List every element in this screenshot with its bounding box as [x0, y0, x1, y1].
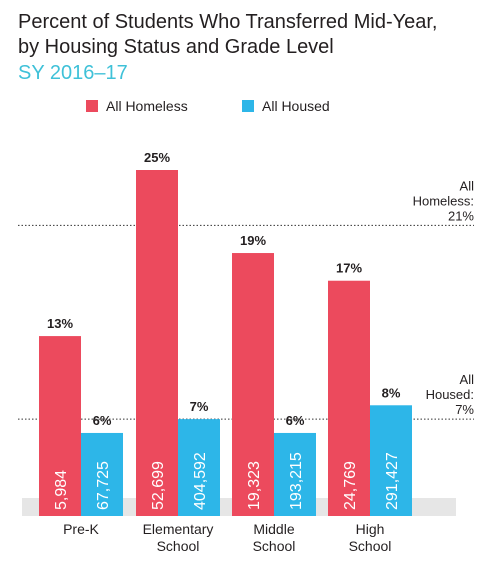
- value-label-0-2: 19%: [240, 233, 266, 248]
- bar-1-0: [81, 432, 123, 516]
- reference-label-0-line-2: 21%: [448, 208, 474, 223]
- count-label-1-2: 193,215: [288, 452, 305, 510]
- bar-0-0: [39, 336, 81, 516]
- chart-title-line-1: Percent of Students Who Transferred Mid-…: [18, 11, 438, 33]
- value-label-1-2: 6%: [286, 413, 305, 428]
- value-label-0-1: 25%: [144, 150, 170, 165]
- count-label-0-3: 24,769: [342, 461, 359, 510]
- count-label-0-2: 19,323: [246, 461, 263, 510]
- count-label-1-1: 404,592: [192, 452, 209, 510]
- chart-subtitle: SY 2016–17: [18, 62, 128, 84]
- category-label-3-line-1: School: [349, 538, 392, 554]
- category-label-2-line-1: School: [253, 538, 296, 554]
- category-label-0-line-0: Pre-K: [63, 521, 99, 537]
- reference-label-1-line-1: Housed:: [426, 387, 474, 402]
- bar-0-1: [136, 170, 178, 516]
- value-label-1-1: 7%: [190, 399, 209, 414]
- reference-label-1-line-0: All: [460, 372, 475, 387]
- category-label-1-line-0: Elementary: [143, 521, 214, 537]
- legend-item-housed: All Housed: [242, 98, 330, 114]
- legend-swatch-housed: [242, 100, 254, 112]
- reference-label-1-line-2: 7%: [455, 402, 474, 417]
- bar-1-2: [274, 432, 316, 516]
- value-label-1-3: 8%: [382, 385, 401, 400]
- legend-label-housed: All Housed: [262, 98, 330, 114]
- bar-0-2: [232, 253, 274, 517]
- bar-1-3: [370, 405, 412, 516]
- bar-1-1: [178, 419, 220, 516]
- legend-item-homeless: All Homeless: [86, 98, 188, 114]
- chart-legend: All Homeless All Housed: [0, 98, 490, 118]
- category-label-2-line-0: Middle: [253, 521, 294, 537]
- count-label-0-0: 5,984: [53, 470, 70, 510]
- count-label-0-1: 52,699: [150, 461, 167, 510]
- legend-swatch-homeless: [86, 100, 98, 112]
- chart-title: Percent of Students Who Transferred Mid-…: [18, 10, 437, 60]
- category-label-3-line-0: High: [356, 521, 385, 537]
- count-label-1-0: 67,725: [95, 461, 112, 510]
- chart-title-line-2: by Housing Status and Grade Level: [18, 36, 334, 58]
- legend-label-homeless: All Homeless: [106, 98, 188, 114]
- reference-label-0-line-1: Homeless:: [413, 193, 474, 208]
- reference-label-0-line-0: All: [460, 178, 475, 193]
- value-label-0-0: 13%: [47, 316, 73, 331]
- value-label-1-0: 6%: [93, 413, 112, 428]
- bar-0-3: [328, 280, 370, 516]
- category-label-1-line-1: School: [157, 538, 200, 554]
- value-label-0-3: 17%: [336, 261, 362, 276]
- count-label-1-3: 291,427: [384, 452, 401, 510]
